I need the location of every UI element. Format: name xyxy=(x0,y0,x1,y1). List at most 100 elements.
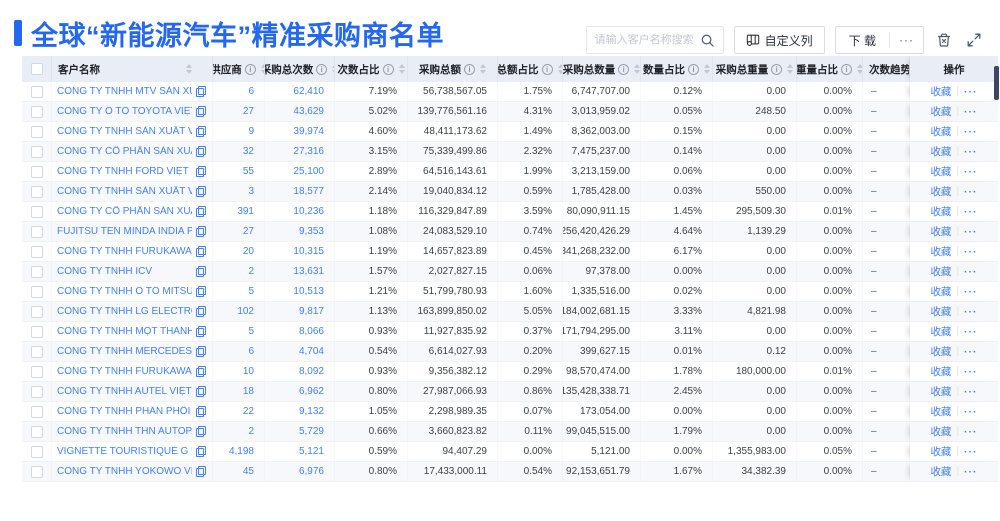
row-checkbox[interactable] xyxy=(30,345,43,358)
company-name-link[interactable]: CÔNG TY TNHH LG ELECTRON... xyxy=(57,306,192,317)
company-name-link[interactable]: CÔNG TY CỔ PHẦN SẢN XUẤT... xyxy=(57,146,192,157)
favorite-button[interactable]: 收藏 xyxy=(930,386,952,398)
row-more-button[interactable]: ··· xyxy=(964,385,978,398)
company-name-link[interactable]: CÔNG TY TNHH Ô TÔ MITSUBI... xyxy=(57,286,192,297)
info-icon[interactable] xyxy=(244,63,256,75)
favorite-button[interactable]: 收藏 xyxy=(930,86,952,98)
copy-icon[interactable] xyxy=(196,406,206,417)
info-icon[interactable] xyxy=(771,63,783,75)
row-more-button[interactable]: ··· xyxy=(964,405,978,418)
copy-icon[interactable] xyxy=(196,466,206,477)
favorite-button[interactable]: 收藏 xyxy=(930,106,952,118)
row-checkbox[interactable] xyxy=(30,325,43,338)
row-checkbox[interactable] xyxy=(30,465,43,478)
company-name-link[interactable]: CÔNG TY TNHH FURUKAWA A... xyxy=(57,246,192,257)
sort-icon[interactable] xyxy=(332,64,334,74)
copy-icon[interactable] xyxy=(196,126,206,137)
favorite-button[interactable]: 收藏 xyxy=(930,446,952,458)
copy-icon[interactable] xyxy=(196,446,206,457)
column-header-qty-pct[interactable]: 数量占比 xyxy=(641,56,713,82)
company-name-link[interactable]: CÔNG TY TNHH MỘT THÀNH V... xyxy=(57,326,192,337)
column-header-total-amount[interactable]: 采购总额 xyxy=(408,56,498,82)
column-header-customer-name[interactable]: 客户名称 xyxy=(52,56,213,82)
favorite-button[interactable]: 收藏 xyxy=(930,226,952,238)
row-more-button[interactable]: ··· xyxy=(964,365,978,378)
row-checkbox[interactable] xyxy=(30,405,43,418)
row-more-button[interactable]: ··· xyxy=(964,145,978,158)
favorite-button[interactable]: 收藏 xyxy=(930,466,952,478)
sort-icon[interactable] xyxy=(557,64,562,74)
row-more-button[interactable]: ··· xyxy=(964,185,978,198)
column-header-total-qty[interactable]: 采购总数量 xyxy=(563,56,641,82)
row-checkbox[interactable] xyxy=(30,425,43,438)
search-icon[interactable] xyxy=(700,33,715,48)
row-more-button[interactable]: ··· xyxy=(964,285,978,298)
sort-icon[interactable] xyxy=(704,64,710,74)
column-header-purchase-count[interactable]: 采购总次数 xyxy=(265,56,335,82)
copy-icon[interactable] xyxy=(196,206,206,217)
vertical-scrollbar-thumb[interactable] xyxy=(994,66,999,100)
row-more-button[interactable]: ··· xyxy=(964,245,978,258)
copy-icon[interactable] xyxy=(196,266,206,277)
row-checkbox[interactable] xyxy=(30,265,43,278)
download-button[interactable]: 下 载 xyxy=(836,27,889,53)
favorite-button[interactable]: 收藏 xyxy=(930,326,952,338)
company-name-link[interactable]: VIGNETTE TOURISTIQUE G UNI... xyxy=(57,446,192,457)
company-name-link[interactable]: CÔNG TY TNHH FURUKAWA A... xyxy=(57,366,192,377)
company-name-link[interactable]: CÔNG TY TNHH SẢN XUẤT VÀ ... xyxy=(57,126,192,137)
row-checkbox[interactable] xyxy=(30,105,43,118)
company-name-link[interactable]: CÔNG TY Ô TÔ TOYOTA VIỆT ... xyxy=(57,106,192,117)
info-icon[interactable] xyxy=(841,63,852,75)
column-header-count-pct[interactable]: 次数占比 xyxy=(335,56,408,82)
row-more-button[interactable]: ··· xyxy=(964,465,978,478)
row-checkbox[interactable] xyxy=(30,145,43,158)
favorite-button[interactable]: 收藏 xyxy=(930,206,952,218)
company-name-link[interactable]: CÔNG TY TNHH AUTEL VIỆT N... xyxy=(57,386,192,397)
row-checkbox[interactable] xyxy=(30,385,43,398)
row-more-button[interactable]: ··· xyxy=(964,105,978,118)
company-name-link[interactable]: CÔNG TY TNHH YOKOWO VIỆT... xyxy=(57,466,192,477)
copy-icon[interactable] xyxy=(196,326,206,337)
row-more-button[interactable]: ··· xyxy=(964,125,978,138)
toolbar-more-button[interactable]: ··· xyxy=(890,27,923,53)
row-more-button[interactable]: ··· xyxy=(964,445,978,458)
favorite-button[interactable]: 收藏 xyxy=(930,406,952,418)
info-icon[interactable] xyxy=(316,63,328,75)
select-all-checkbox[interactable] xyxy=(30,63,43,75)
copy-icon[interactable] xyxy=(196,186,206,197)
row-checkbox[interactable] xyxy=(30,125,43,138)
row-checkbox[interactable] xyxy=(30,85,43,98)
sort-icon[interactable] xyxy=(398,64,405,74)
copy-icon[interactable] xyxy=(196,106,206,117)
row-more-button[interactable]: ··· xyxy=(964,85,978,98)
row-checkbox[interactable] xyxy=(30,305,43,318)
favorite-button[interactable]: 收藏 xyxy=(930,246,952,258)
sort-icon[interactable] xyxy=(634,64,640,74)
favorite-button[interactable]: 收藏 xyxy=(930,126,952,138)
copy-icon[interactable] xyxy=(196,146,206,157)
company-name-link[interactable]: CÔNG TY TNHH SẢN XUẤT VÀ ... xyxy=(57,186,192,197)
search-box[interactable] xyxy=(585,26,724,54)
row-more-button[interactable]: ··· xyxy=(964,305,978,318)
row-more-button[interactable]: ··· xyxy=(964,225,978,238)
favorite-button[interactable]: 收藏 xyxy=(930,426,952,438)
sort-icon[interactable] xyxy=(186,64,192,74)
favorite-button[interactable]: 收藏 xyxy=(930,146,952,158)
row-more-button[interactable]: ··· xyxy=(964,425,978,438)
favorite-button[interactable]: 收藏 xyxy=(930,366,952,378)
row-more-button[interactable]: ··· xyxy=(964,265,978,278)
column-header-total-weight[interactable]: 采购总重量 xyxy=(713,56,797,82)
sort-icon[interactable] xyxy=(480,64,486,74)
copy-icon[interactable] xyxy=(196,386,206,397)
row-checkbox[interactable] xyxy=(30,285,43,298)
info-icon[interactable] xyxy=(382,63,394,75)
company-name-link[interactable]: CÔNG TY TNHH ICV xyxy=(57,266,153,277)
row-checkbox[interactable] xyxy=(30,185,43,198)
search-input[interactable] xyxy=(594,34,700,46)
favorite-button[interactable]: 收藏 xyxy=(930,186,952,198)
favorite-button[interactable]: 收藏 xyxy=(930,346,952,358)
column-header-amount-pct[interactable]: 总额占比 xyxy=(498,56,563,82)
row-checkbox[interactable] xyxy=(30,245,43,258)
info-icon[interactable] xyxy=(541,63,553,75)
row-more-button[interactable]: ··· xyxy=(964,165,978,178)
